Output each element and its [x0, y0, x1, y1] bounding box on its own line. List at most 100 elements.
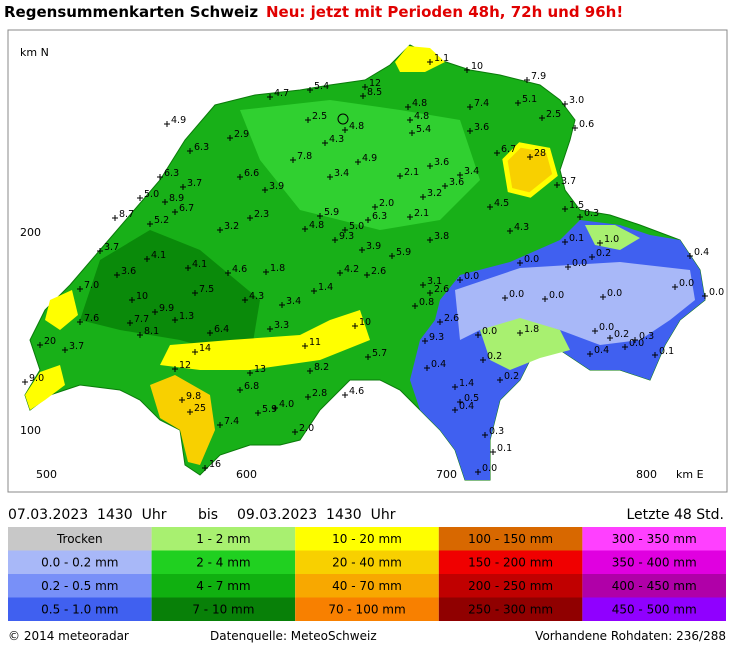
station-marker [562, 239, 568, 245]
station-marker [502, 295, 508, 301]
station-value: 5.7 [372, 348, 387, 359]
station-value: 5.0 [349, 221, 364, 232]
station-value: 3.3 [274, 320, 289, 331]
station-marker [342, 227, 348, 233]
station-marker [332, 237, 338, 243]
station-marker [607, 335, 613, 341]
station-value: 0.2 [596, 248, 611, 259]
station-value: 2.6 [371, 266, 386, 277]
station-value: 13 [254, 364, 266, 375]
station-value: 28 [534, 148, 546, 159]
station-value: 3.0 [569, 95, 584, 106]
station-value: 14 [199, 343, 211, 354]
station-marker [507, 228, 513, 234]
legend-label: 350 - 400 mm [612, 556, 697, 570]
station-value: 0.3 [639, 331, 654, 342]
station-value: 0.0 [482, 463, 497, 474]
legend-swatch [582, 550, 726, 574]
station-value: 4.1 [151, 250, 166, 261]
legend-swatch [438, 597, 583, 621]
legend-swatch [151, 597, 296, 621]
orange-southwest [150, 375, 215, 465]
station-value: 4.1 [192, 259, 207, 270]
title: Regensummenkarten Schweiz [4, 3, 258, 21]
station-value: 2.3 [254, 209, 269, 220]
station-marker [262, 187, 268, 193]
yellow-central [160, 310, 370, 370]
station-value: 1.4 [318, 282, 333, 293]
station-marker [172, 366, 178, 372]
station-marker [490, 449, 496, 455]
station-marker [22, 379, 28, 385]
station-value: 3.6 [434, 157, 449, 168]
station-value: 4.8 [309, 220, 324, 231]
station-marker [187, 409, 193, 415]
station-value: 0.0 [572, 258, 587, 269]
notice[interactable]: Neu: jetzt mit Perioden 48h, 72h und 96h… [266, 3, 623, 21]
station-value: 0.1 [497, 443, 512, 454]
station-marker [292, 429, 298, 435]
x-tick: 700 [436, 468, 457, 481]
station-marker [207, 330, 213, 336]
station-marker [420, 282, 426, 288]
station-marker [497, 377, 503, 383]
legend-swatch [151, 550, 296, 574]
station-marker [77, 319, 83, 325]
legend-label: 0.2 - 0.5 mm [41, 579, 118, 593]
legend-label: 40 - 70 mm [332, 579, 402, 593]
source: Datenquelle: MeteoSchweiz [210, 629, 377, 643]
station-marker [129, 297, 135, 303]
station-marker [515, 100, 521, 106]
station-marker [364, 272, 370, 278]
station-marker [539, 115, 545, 121]
station-value: 5.9 [324, 207, 339, 218]
y-tick: 200 [20, 226, 41, 239]
station-marker [164, 121, 170, 127]
station-value: 0.5 [464, 393, 479, 404]
yellow-west [25, 365, 65, 410]
station-value: 4.0 [279, 399, 294, 410]
station-value: 9.0 [29, 373, 44, 384]
legend-label: 20 - 40 mm [332, 556, 402, 570]
legend-label: Trocken [56, 532, 103, 546]
station-marker [247, 370, 253, 376]
station-marker [302, 343, 308, 349]
legend-label: 250 - 300 mm [468, 603, 553, 617]
station-marker [409, 130, 415, 136]
station-value: 0.0 [549, 290, 564, 301]
yellow-jura [45, 290, 78, 330]
station-marker [362, 84, 368, 90]
station-marker [622, 344, 628, 350]
station-value: 6.3 [372, 211, 387, 222]
station-marker [452, 407, 458, 413]
station-marker [397, 173, 403, 179]
station-value: 2.0 [379, 198, 394, 209]
station-marker [420, 194, 426, 200]
station-value: 0.2 [487, 351, 502, 362]
station-marker [279, 302, 285, 308]
station-value: 16 [209, 459, 221, 470]
station-marker [475, 469, 481, 475]
station-value: 0.4 [459, 401, 474, 412]
station-value: 3.7 [69, 341, 84, 352]
station-value: 3.9 [269, 181, 284, 192]
station-value: 8.5 [367, 87, 382, 98]
legend-label: 70 - 100 mm [328, 603, 405, 617]
station-marker [157, 174, 163, 180]
station-marker [355, 159, 361, 165]
station-value: 2.0 [299, 423, 314, 434]
legend-label: 300 - 350 mm [612, 532, 697, 546]
station-marker [112, 215, 118, 221]
station-marker [144, 256, 150, 262]
legend-label: 7 - 10 mm [192, 603, 254, 617]
station-marker [652, 352, 658, 358]
station-marker [147, 221, 153, 227]
station-marker [290, 157, 296, 163]
station-marker [437, 319, 443, 325]
station-marker [97, 248, 103, 254]
station-marker [342, 127, 348, 133]
legend-swatch [295, 574, 439, 598]
station-marker [517, 330, 523, 336]
station-marker [152, 309, 158, 315]
station-value: 4.9 [362, 153, 377, 164]
